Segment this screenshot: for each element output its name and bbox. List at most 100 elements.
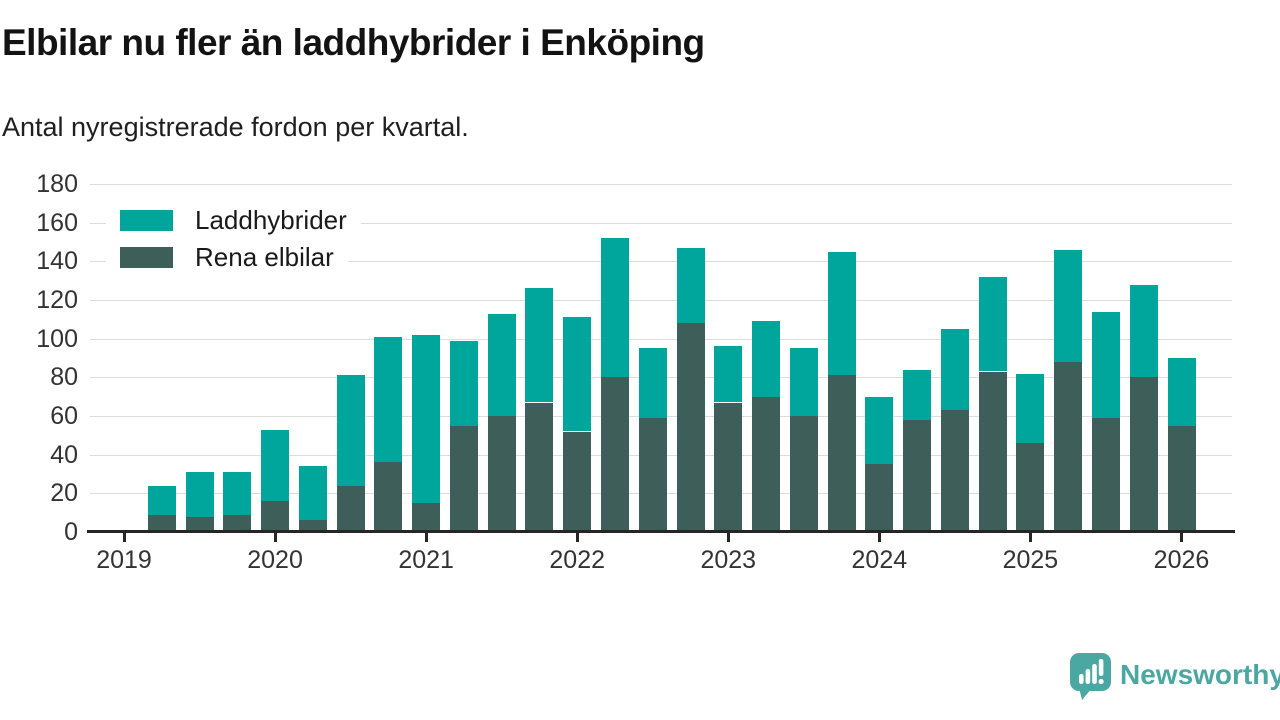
- bar-segment-rena-elbilar: [147, 514, 176, 532]
- x-axis-label: 2025: [1002, 546, 1059, 574]
- x-axis-label: 2019: [96, 546, 152, 574]
- y-axis-label: 120: [36, 286, 78, 314]
- y-axis-label: 20: [50, 479, 78, 508]
- x-axis-label: 2022: [549, 546, 606, 574]
- y-axis-label: 80: [50, 363, 78, 392]
- bar-segment-rena-elbilar: [525, 402, 554, 532]
- bar-segment-laddhybrider: [1016, 373, 1045, 444]
- bar-segment-laddhybrider: [487, 313, 516, 416]
- gridline-y180: [90, 184, 1232, 185]
- bar-segment-rena-elbilar: [223, 514, 252, 532]
- bar-segment-rena-elbilar: [714, 402, 743, 532]
- chart-subtitle: Antal nyregistrerade fordon per kvartal.: [2, 112, 469, 142]
- bar-segment-rena-elbilar: [412, 503, 441, 532]
- legend-label-rena-elbilar: Rena elbilar: [195, 241, 334, 272]
- x-axis-tick: [1179, 533, 1183, 542]
- bar-segment-laddhybrider: [449, 340, 478, 426]
- bar-segment-laddhybrider: [1054, 249, 1083, 362]
- x-axis-line: [87, 530, 1235, 533]
- bar-segment-laddhybrider: [412, 334, 441, 503]
- newsworthy-logo-icon: [1070, 653, 1111, 700]
- bar-segment-rena-elbilar: [449, 425, 478, 532]
- bar-segment-laddhybrider: [940, 329, 969, 411]
- chart-title: Elbilar nu fler än laddhybrider i Enköpi…: [2, 22, 705, 63]
- y-axis-label: 60: [50, 402, 78, 430]
- bar-segment-rena-elbilar: [563, 431, 592, 532]
- bar-segment-laddhybrider: [298, 466, 327, 521]
- bar-segment-laddhybrider: [601, 238, 629, 378]
- bar-segment-laddhybrider: [752, 321, 780, 397]
- bar-segment-laddhybrider: [1092, 311, 1120, 418]
- bar-segment-laddhybrider: [789, 348, 818, 416]
- x-axis-tick: [273, 533, 277, 542]
- bar-segment-laddhybrider: [865, 396, 894, 465]
- x-axis-tick: [424, 533, 428, 542]
- bar-segment-laddhybrider: [261, 429, 290, 501]
- bar-segment-laddhybrider: [903, 369, 932, 420]
- x-axis-label: 2021: [398, 546, 454, 574]
- bar-segment-rena-elbilar: [601, 377, 629, 532]
- bar-segment-rena-elbilar: [487, 416, 516, 532]
- bar-segment-rena-elbilar: [903, 419, 932, 532]
- bar-segment-rena-elbilar: [1092, 417, 1120, 532]
- bar-segment-laddhybrider: [374, 336, 403, 463]
- gridline-y140: [90, 261, 1232, 263]
- bar-segment-rena-elbilar: [676, 323, 705, 532]
- gridline-y160: [90, 222, 1232, 224]
- bar-segment-laddhybrider: [563, 317, 592, 432]
- bar-segment-rena-elbilar: [940, 410, 969, 532]
- bar-segment-laddhybrider: [223, 472, 252, 515]
- newsworthy-logo: Newsworthy: [1070, 652, 1280, 701]
- x-axis-tick: [122, 533, 126, 542]
- x-axis-label: 2024: [851, 546, 908, 574]
- bar-segment-rena-elbilar: [978, 371, 1007, 532]
- bar-segment-rena-elbilar: [865, 464, 894, 532]
- y-axis-label: 160: [36, 208, 78, 237]
- bar-segment-rena-elbilar: [1129, 377, 1158, 532]
- bar-segment-laddhybrider: [714, 346, 743, 403]
- y-axis-label: 0: [64, 518, 78, 546]
- bar-segment-rena-elbilar: [374, 462, 403, 532]
- legend-item-rena-elbilar: Rena elbilar: [106, 240, 348, 274]
- bar-segment-rena-elbilar: [827, 375, 856, 532]
- y-axis-label: 140: [36, 247, 78, 276]
- bar-segment-laddhybrider: [827, 251, 856, 376]
- bar-segment-rena-elbilar: [1016, 443, 1045, 532]
- bar-segment-laddhybrider: [1129, 284, 1158, 378]
- legend-swatch-rena-elbilar: [120, 246, 173, 268]
- x-axis-tick: [877, 533, 881, 542]
- bar-segment-laddhybrider: [147, 485, 176, 515]
- bar-segment-rena-elbilar: [752, 396, 780, 532]
- bar-segment-rena-elbilar: [1054, 361, 1083, 532]
- bar-segment-laddhybrider: [638, 348, 667, 418]
- bar-segment-laddhybrider: [185, 472, 214, 517]
- x-axis-tick: [726, 533, 730, 542]
- bar-segment-rena-elbilar: [336, 485, 365, 532]
- bar-segment-laddhybrider: [1167, 358, 1196, 426]
- bar-segment-rena-elbilar: [789, 416, 818, 532]
- newsworthy-logo-text: Newsworthy: [1120, 659, 1280, 690]
- plot-area: 2019 2020 2021 2022 2023 2024 2025 2026: [87, 184, 1235, 574]
- y-axis-label: 40: [50, 440, 78, 469]
- x-axis-label: 2026: [1153, 546, 1210, 574]
- bar-segment-laddhybrider: [336, 375, 365, 486]
- x-axis-label: 2020: [247, 546, 303, 574]
- bar-segment-laddhybrider: [525, 288, 554, 403]
- x-axis-label: 2023: [700, 546, 757, 574]
- bar-segment-rena-elbilar: [298, 520, 327, 532]
- gridline-y120: [90, 300, 1232, 301]
- gridline-y100: [90, 338, 1232, 340]
- bar-segment-rena-elbilar: [185, 516, 214, 532]
- bar-segment-rena-elbilar: [1167, 425, 1196, 532]
- x-axis-tick: [575, 533, 579, 542]
- legend-item-laddhybrider: Laddhybrider: [106, 203, 361, 237]
- bar-segment-rena-elbilar: [261, 501, 290, 532]
- y-axis-label: 100: [36, 324, 78, 353]
- bar-segment-laddhybrider: [676, 247, 705, 324]
- bar-segment-rena-elbilar: [638, 417, 667, 532]
- legend-swatch-laddhybrider: [120, 209, 173, 231]
- legend-label-laddhybrider: Laddhybrider: [195, 204, 347, 235]
- bar-segment-laddhybrider: [978, 276, 1007, 372]
- x-axis-tick: [1028, 533, 1032, 542]
- y-axis-label: 180: [36, 170, 78, 198]
